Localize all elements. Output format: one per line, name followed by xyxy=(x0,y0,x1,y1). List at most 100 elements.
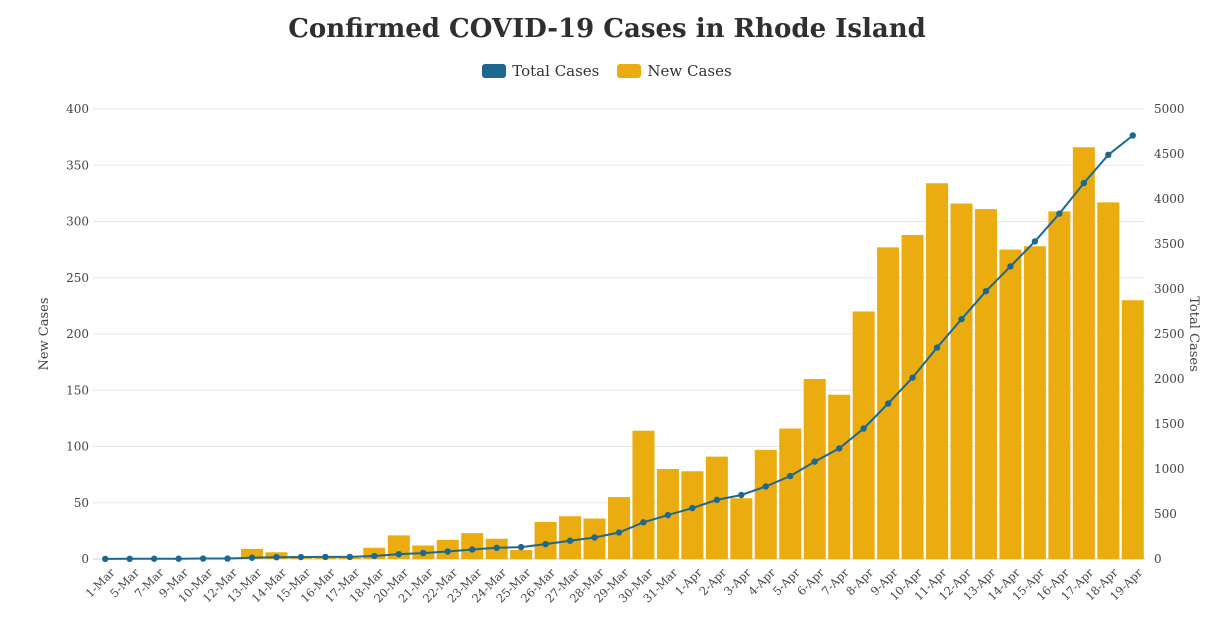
bar xyxy=(950,203,973,559)
total-cases-point xyxy=(248,554,256,561)
bar xyxy=(461,533,484,559)
bar-layer xyxy=(118,147,1144,559)
bar xyxy=(1023,246,1046,559)
bar xyxy=(1072,147,1095,559)
bar xyxy=(607,497,631,559)
y2-tick-label: 2500 xyxy=(1154,327,1185,341)
total-cases-point xyxy=(199,555,207,562)
y2-tick-label: 5000 xyxy=(1154,102,1185,116)
bar xyxy=(510,550,533,559)
y-tick-label: 350 xyxy=(66,158,89,172)
line-layer xyxy=(102,132,1136,563)
bar xyxy=(632,430,655,559)
total-cases-point xyxy=(1129,132,1136,139)
total-cases-point xyxy=(591,534,598,541)
bar xyxy=(705,456,728,559)
legend-swatch-total-cases xyxy=(482,64,507,78)
bar xyxy=(534,521,557,559)
bar xyxy=(926,183,949,559)
total-cases-point xyxy=(542,540,549,548)
total-cases-point xyxy=(762,483,769,490)
y2-tick-label: 1500 xyxy=(1154,417,1185,431)
total-cases-point xyxy=(224,555,231,562)
total-cases-point xyxy=(640,519,647,526)
y2-tick-label: 500 xyxy=(1154,507,1177,521)
y2-tick-label: 3000 xyxy=(1154,282,1185,296)
total-cases-point xyxy=(102,555,109,563)
bar xyxy=(241,548,264,559)
legend-item-total-cases[interactable]: Total Cases xyxy=(482,62,599,80)
total-cases-point xyxy=(273,554,280,561)
bar xyxy=(803,379,826,559)
bar xyxy=(974,209,997,559)
y-tick-label: 300 xyxy=(66,215,89,229)
total-cases-point xyxy=(664,511,672,519)
total-cases-point xyxy=(958,315,965,323)
total-cases-point xyxy=(689,504,696,512)
bar xyxy=(901,235,924,559)
total-cases-point xyxy=(126,555,133,563)
y-tick-label: 100 xyxy=(66,440,89,454)
total-cases-point xyxy=(811,458,818,465)
y-tick-label: 250 xyxy=(66,271,89,285)
y-tick-label: 200 xyxy=(66,327,89,341)
total-cases-point xyxy=(982,287,990,295)
total-cases-point xyxy=(713,496,721,504)
total-cases-point xyxy=(884,400,892,407)
bar xyxy=(681,471,704,559)
total-cases-point xyxy=(738,491,745,499)
legend-swatch-new-cases xyxy=(617,64,642,78)
legend-label-total-cases: Total Cases xyxy=(512,62,600,80)
total-cases-point xyxy=(346,553,354,561)
legend: Total Cases New Cases xyxy=(0,62,1214,80)
total-cases-point xyxy=(1031,238,1039,245)
total-cases-point xyxy=(469,546,476,553)
total-cases-point xyxy=(517,543,525,551)
total-cases-point xyxy=(933,344,941,351)
y-tick-label: 400 xyxy=(66,102,89,116)
total-cases-point xyxy=(1105,151,1112,159)
total-cases-point xyxy=(444,548,451,555)
y2-tick-label: 1000 xyxy=(1154,462,1185,476)
bar xyxy=(999,249,1022,559)
bar xyxy=(779,428,802,559)
y-tick-label: 0 xyxy=(81,552,89,566)
y2-tick-label: 0 xyxy=(1154,552,1162,566)
bar xyxy=(852,311,875,559)
total-cases-point xyxy=(1007,263,1014,270)
bar xyxy=(828,394,851,559)
total-cases-point xyxy=(909,374,916,381)
chart-title: Confirmed COVID-19 Cases in Rhode Island xyxy=(288,14,926,44)
y2-tick-label: 3500 xyxy=(1154,237,1185,251)
total-cases-point xyxy=(787,472,794,480)
y-tick-label: 50 xyxy=(74,496,89,510)
total-cases-point xyxy=(297,553,305,561)
total-cases-point xyxy=(395,550,403,558)
bar xyxy=(730,498,753,559)
total-cases-point xyxy=(420,549,427,557)
bar xyxy=(754,449,777,559)
total-cases-point xyxy=(175,555,182,562)
y-tick-label: 150 xyxy=(66,383,89,397)
total-cases-point xyxy=(566,537,574,544)
y2-tick-label: 4000 xyxy=(1154,192,1185,206)
y2-tick-label: 4500 xyxy=(1154,147,1185,161)
total-cases-point xyxy=(615,529,623,536)
total-cases-point xyxy=(371,552,378,560)
y-axis-title: New Cases xyxy=(37,297,52,370)
legend-label-new-cases: New Cases xyxy=(647,62,732,80)
y2-tick-label: 2000 xyxy=(1154,372,1185,386)
legend-item-new-cases[interactable]: New Cases xyxy=(617,62,732,80)
bar xyxy=(1121,300,1144,559)
total-cases-point xyxy=(493,544,500,552)
total-cases-point xyxy=(150,555,158,562)
total-cases-point xyxy=(860,425,867,432)
total-cases-point xyxy=(835,445,843,452)
total-cases-point xyxy=(322,553,329,561)
bar xyxy=(1048,211,1071,559)
bar xyxy=(1097,202,1120,559)
total-cases-point xyxy=(1080,179,1088,187)
total-cases-point xyxy=(1056,210,1063,217)
y2-axis-title: Total Cases xyxy=(1186,296,1201,372)
